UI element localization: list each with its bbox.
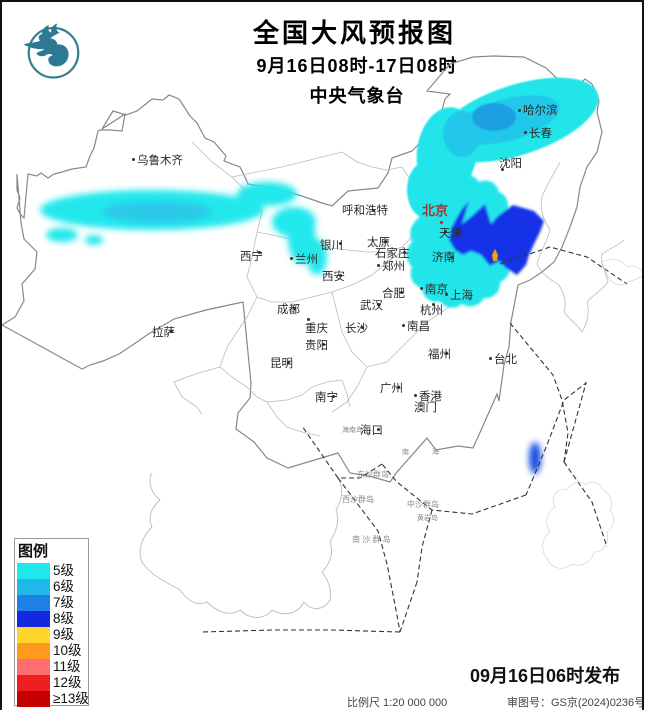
svg-text:东沙群岛: 东沙群岛 <box>357 469 389 479</box>
svg-text:西沙群岛: 西沙群岛 <box>342 494 374 504</box>
svg-text:南: 南 <box>402 447 409 456</box>
svg-text:黄岩岛: 黄岩岛 <box>417 513 438 522</box>
svg-text:中沙群岛: 中沙群岛 <box>407 499 439 509</box>
svg-text:南 沙 群 岛: 南 沙 群 岛 <box>352 534 391 544</box>
svg-text:海: 海 <box>432 447 439 456</box>
